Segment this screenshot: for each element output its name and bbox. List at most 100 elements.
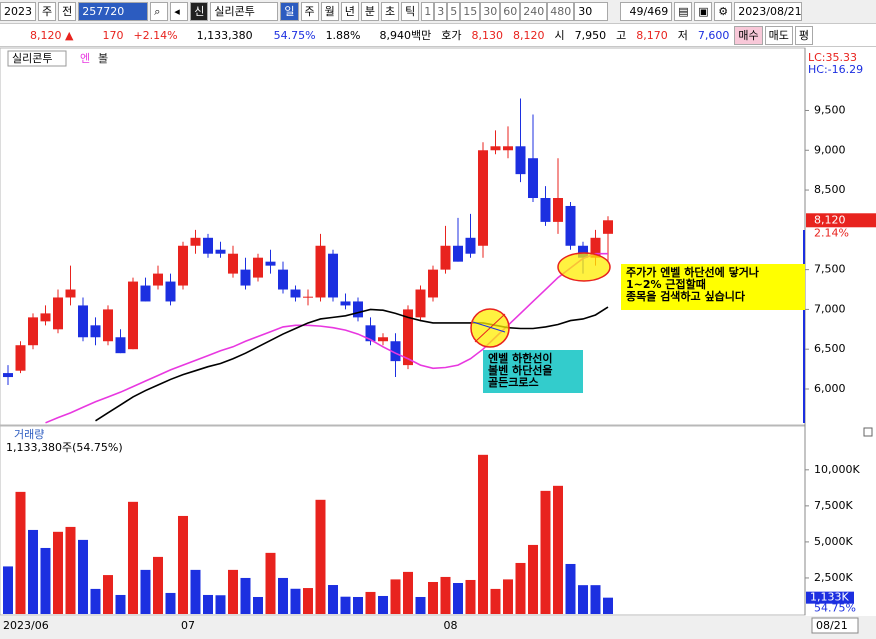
candle-body (278, 269, 288, 290)
volume-bar (103, 575, 113, 614)
search-icon[interactable]: ⌕ (150, 2, 169, 21)
volume-panel (0, 425, 806, 616)
hc-label: HC:-16.29 (808, 63, 863, 76)
period-button[interactable]: 년 (340, 2, 359, 21)
price-panel (0, 47, 806, 426)
candle-body (415, 289, 426, 318)
candle-body (53, 297, 63, 330)
volume-bar (65, 526, 76, 614)
candle-body (40, 313, 51, 322)
candle-body (378, 337, 388, 342)
open: 7,950 (574, 28, 607, 42)
volume-bar (165, 592, 176, 614)
volume-bar (515, 562, 526, 614)
intervals: 1 3 5 15 30 60 240 480 (421, 2, 575, 21)
y-tick-label: 2,500K (814, 571, 853, 584)
candle-body (215, 249, 226, 254)
candle-body (178, 245, 188, 286)
icon[interactable]: ▤ (674, 2, 693, 21)
candle-body (90, 325, 101, 338)
candle-body (403, 309, 413, 366)
volume-bar (465, 579, 476, 614)
price: 8,120 ▲ (30, 28, 74, 42)
y-tick-label: 6,000 (814, 382, 846, 395)
x-axis-bar (0, 616, 876, 639)
period-button[interactable]: 틱 (401, 2, 420, 21)
candle-body (465, 237, 476, 254)
panel-button[interactable] (863, 427, 873, 437)
y-tick-label: 7,500 (814, 263, 846, 276)
year[interactable]: 2023 (0, 2, 36, 21)
panel-title: 거래량 (14, 428, 44, 441)
code-input[interactable]: 257720 (78, 2, 149, 21)
annotation-text: 종목을 검색하고 싶습니다 (626, 289, 746, 303)
volume-bar (553, 485, 563, 614)
interval-button[interactable]: 480 (547, 2, 575, 21)
volume-bar (265, 552, 276, 614)
period-select[interactable]: 주 (38, 2, 57, 21)
volume-bar (478, 454, 488, 614)
interval-button[interactable]: 5 (447, 2, 461, 21)
period-button[interactable]: 주 (300, 2, 319, 21)
volume-bar (528, 544, 538, 614)
volume-bar (153, 556, 163, 614)
highlight-line (472, 321, 506, 333)
legend-title: 실리콘투 (12, 52, 52, 65)
quote-bar: 8,120 ▲ 170 +2.14% 1,133,380 54.75% 1.88… (0, 24, 876, 47)
interval-button[interactable]: 60 (500, 2, 521, 21)
interval-button[interactable]: 30 (480, 2, 501, 21)
label: 고 (616, 29, 627, 42)
volume-bar (140, 569, 151, 614)
period-button[interactable]: 일 (280, 2, 299, 21)
count-select[interactable]: 30 (574, 2, 609, 21)
candle-body (340, 301, 351, 306)
button[interactable]: 평 (794, 25, 813, 45)
candle-body (103, 309, 113, 342)
volume-bar (403, 571, 413, 614)
amount: 8,940백만 (379, 29, 432, 42)
candle-body (3, 373, 13, 378)
annotation-text: 골든크로스 (488, 376, 539, 389)
settings-icon[interactable]: ⚙ (714, 2, 733, 21)
period-button[interactable]: 초 (381, 2, 400, 21)
x-tick-label: 2023/06 (3, 619, 49, 632)
period-button[interactable]: 월 (320, 2, 339, 21)
sell-button[interactable]: 매도 (764, 25, 793, 45)
volume-bar (390, 579, 401, 614)
lc-label: LC:35.33 (808, 51, 857, 64)
candle-body (490, 146, 501, 151)
volume-bar (453, 583, 463, 614)
turnover: 1.88% (325, 28, 361, 42)
volume-bar (365, 591, 376, 614)
period-button[interactable]: 분 (360, 2, 379, 21)
candle-body (553, 198, 563, 222)
volume-bar (415, 596, 426, 614)
candle-body (390, 341, 401, 362)
prev-button[interactable]: 전 (58, 2, 77, 21)
date[interactable]: 2023/08/21 (734, 2, 803, 21)
stock-name: 실리콘투 (210, 2, 279, 21)
legend-entry: 엔 (80, 52, 90, 65)
interval-button[interactable]: 15 (460, 2, 481, 21)
volume-bar (353, 596, 363, 614)
volume-bar (540, 490, 551, 614)
interval-button[interactable]: 3 (434, 2, 448, 21)
interval-button[interactable]: 1 (421, 2, 435, 21)
cursor-date: 08/21 (816, 619, 848, 632)
icon[interactable]: ▣ (694, 2, 713, 21)
annotation-box (483, 350, 583, 393)
sound-icon[interactable]: ◂ (170, 2, 189, 21)
candle-body (15, 345, 26, 371)
buy-button[interactable]: 매수 (734, 25, 763, 45)
volume-bar (590, 585, 601, 614)
candle-body (578, 245, 588, 258)
candle-body (190, 237, 201, 246)
candle-body (28, 317, 38, 346)
candle-body (240, 269, 251, 286)
interval-button[interactable]: 240 (520, 2, 548, 21)
volume-bar (578, 585, 588, 614)
annotation-box (621, 264, 805, 310)
annotation-text: 엔벨 하한선이 (488, 351, 553, 365)
volume-bar (15, 491, 26, 614)
volume-bar (28, 529, 38, 614)
